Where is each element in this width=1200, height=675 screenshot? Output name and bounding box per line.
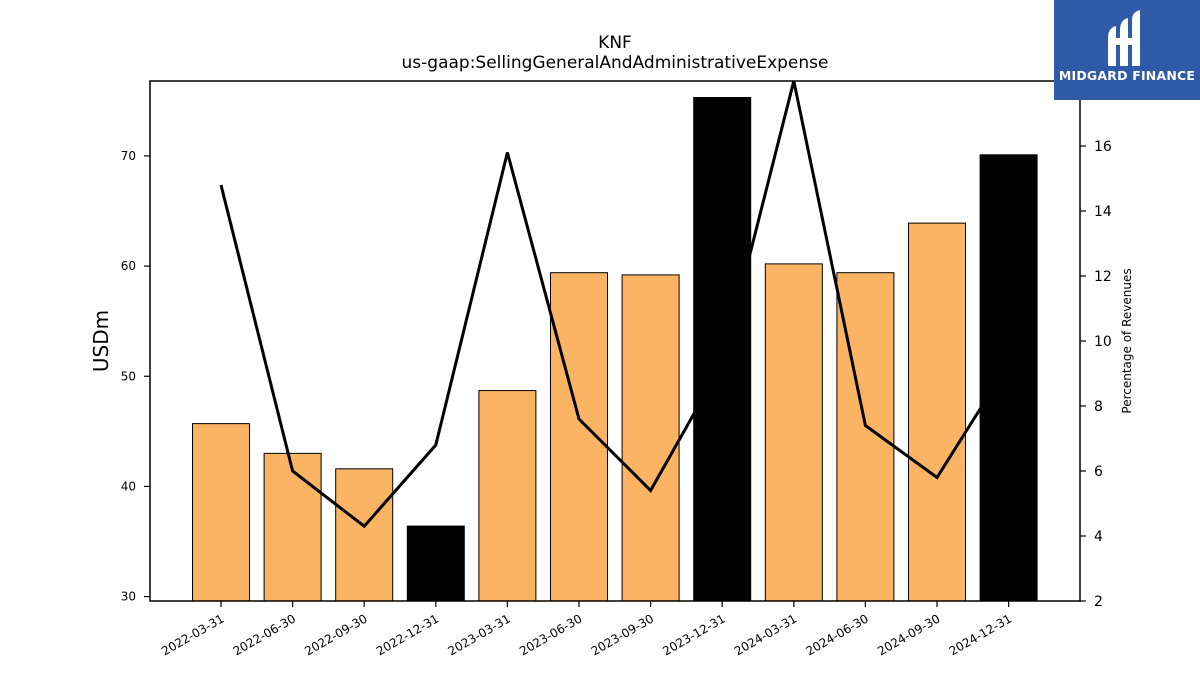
chart-title: KNF [598, 33, 632, 53]
bar [693, 97, 752, 602]
brand-logo: MIDGARD FINANCE [1054, 0, 1200, 100]
y-tick-label: 60 [121, 259, 136, 273]
x-tick-label: 2022-09-30 [302, 611, 369, 658]
x-tick-label: 2022-12-31 [374, 611, 441, 658]
y2-tick-label: 16 [1094, 139, 1112, 155]
logo-mark-icon [1108, 10, 1140, 66]
bar [836, 272, 895, 602]
logo-text: MIDGARD FINANCE [1058, 68, 1196, 83]
y-tick-label: 50 [121, 369, 136, 383]
x-tick-label: 2024-06-30 [803, 611, 870, 658]
bar [621, 274, 680, 602]
x-tick-label: 2022-03-31 [159, 611, 226, 658]
bar [979, 154, 1038, 602]
bar [764, 263, 823, 602]
y-axis-left: 30 40 50 60 70 [121, 149, 150, 604]
y-tick-label: 40 [121, 479, 136, 493]
y2-tick-label: 10 [1094, 334, 1112, 350]
x-tick-label: 2024-12-31 [947, 611, 1014, 658]
x-tick-label: 2023-03-31 [445, 611, 512, 658]
x-tick-label: 2022-06-30 [231, 611, 298, 658]
y2-tick-label: 12 [1094, 269, 1112, 285]
y-tick-label: 70 [121, 149, 136, 163]
bar [478, 390, 537, 602]
y2-tick-label: 8 [1094, 399, 1103, 415]
x-tick-label: 2023-12-31 [660, 611, 727, 658]
x-tick-label: 2023-06-30 [517, 611, 584, 658]
y-axis-label: USDm [89, 310, 113, 372]
bar [263, 452, 322, 602]
x-tick-label: 2024-03-31 [732, 611, 799, 658]
bar [908, 222, 966, 602]
y2-tick-label: 14 [1094, 204, 1112, 220]
y2-tick-label: 2 [1094, 594, 1103, 610]
line-group [219, 81, 1010, 529]
bar [192, 423, 250, 602]
y2-axis-label: Percentage of Revenues [1120, 268, 1134, 413]
y2-tick-label: 4 [1094, 529, 1103, 545]
x-axis: 2022-03-31 2022-06-30 2022-09-30 2022-12-31… [159, 601, 1014, 658]
x-tick-label: 2023-09-30 [589, 611, 656, 658]
bar [406, 525, 465, 602]
y-tick-label: 30 [121, 590, 136, 604]
y2-tick-label: 6 [1094, 464, 1103, 480]
chart-subtitle: us-gaap:SellingGeneralAndAdministrativeE… [402, 53, 829, 73]
bar [335, 468, 394, 602]
bar-group [192, 97, 1038, 602]
series-line [219, 81, 1010, 529]
y-axis-right: 2 4 6 8 10 12 14 16 [1080, 139, 1112, 610]
x-tick-label: 2024-09-30 [875, 611, 942, 658]
